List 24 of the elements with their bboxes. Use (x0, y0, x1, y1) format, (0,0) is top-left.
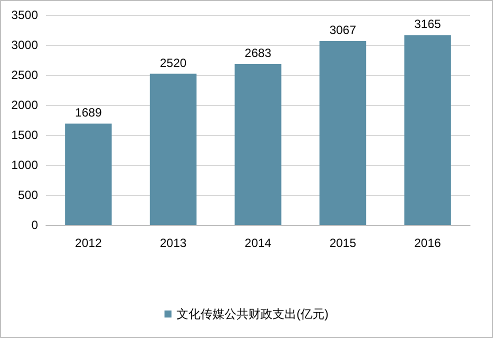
data-label: 3165 (414, 17, 442, 32)
data-label: 2520 (160, 56, 187, 70)
data-label: 1689 (75, 106, 102, 120)
bar (404, 35, 451, 225)
y-tick-label: 0 (31, 218, 38, 232)
x-tick-label: 2012 (75, 236, 102, 250)
bar (150, 74, 197, 225)
x-tick-label: 2015 (329, 236, 356, 250)
y-tick-label: 3500 (11, 8, 38, 22)
bar (234, 64, 282, 225)
legend-label: 文化传媒公共财政支出(亿元) (176, 307, 329, 321)
data-label: 3067 (329, 22, 356, 37)
bar (65, 124, 112, 225)
y-tick-label: 2500 (11, 68, 38, 82)
data-label: 2683 (244, 46, 272, 60)
y-tick-label: 1500 (11, 128, 38, 142)
x-tick-label: 2013 (160, 236, 187, 250)
bar (319, 40, 366, 225)
y-tick-label: 3000 (11, 38, 38, 52)
y-tick-label: 2000 (11, 98, 38, 112)
y-tick-label: 1000 (11, 158, 38, 172)
x-tick-label: 2014 (244, 236, 272, 250)
x-tick-label: 2016 (414, 236, 442, 250)
y-tick-label: 500 (18, 188, 38, 202)
